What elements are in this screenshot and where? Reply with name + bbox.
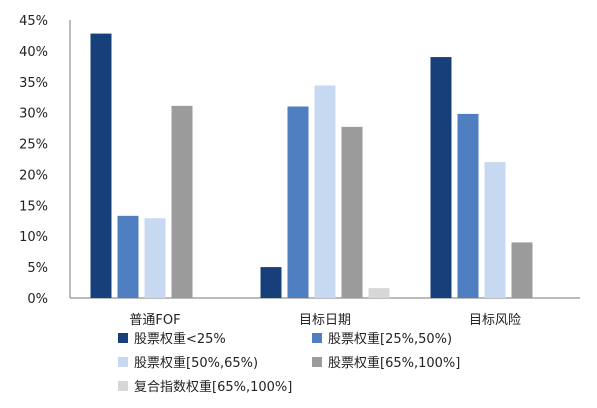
bar: [341, 126, 363, 299]
y-tick-label: 15%: [19, 199, 48, 214]
legend-swatch: [118, 333, 128, 343]
bar: [171, 105, 193, 298]
bar: [457, 113, 479, 298]
bar: [484, 162, 506, 298]
legend-swatch: [118, 357, 128, 367]
y-axis-labels: 0% 5% 10% 15% 20% 25% 30% 35% 40% 45%: [19, 14, 48, 307]
legend-label: 股票权重[25%,50%): [328, 331, 452, 347]
y-tick-label: 0%: [27, 292, 48, 307]
bar: [90, 33, 112, 298]
category-label: 目标日期: [299, 313, 351, 328]
legend: 股票权重<25% 股票权重[25%,50%) 股票权重[50%,65%) 股票权重[6…: [118, 331, 460, 395]
legend-swatch: [118, 381, 128, 391]
y-tick-label: 5%: [27, 261, 48, 276]
bar: [287, 106, 309, 298]
bar: [511, 242, 533, 298]
bar: [368, 288, 390, 298]
legend-swatch: [312, 333, 322, 343]
bar: [117, 215, 139, 298]
y-tick-label: 45%: [19, 14, 48, 29]
bar: [260, 267, 282, 298]
legend-label: 股票权重<25%: [134, 331, 226, 347]
bar: [144, 218, 166, 298]
legend-swatch: [312, 357, 322, 367]
bars: [90, 33, 533, 299]
legend-label: 股票权重[65%,100%]: [328, 355, 460, 371]
legend-label: 股票权重[50%,65%): [134, 355, 258, 371]
bar: [430, 57, 452, 298]
category-label: 普通FOF: [129, 313, 180, 328]
legend-label: 复合指数权重[65%,100%]: [134, 379, 292, 395]
y-tick-label: 25%: [19, 138, 48, 153]
bar: [314, 85, 336, 299]
category-labels: 普通FOF 目标日期 目标风险: [129, 313, 521, 328]
y-tick-label: 20%: [19, 168, 48, 183]
y-tick-label: 35%: [19, 76, 48, 91]
category-label: 目标风险: [469, 313, 521, 328]
y-tick-label: 30%: [19, 107, 48, 122]
y-tick-label: 40%: [19, 45, 48, 60]
y-tick-label: 10%: [19, 230, 48, 245]
